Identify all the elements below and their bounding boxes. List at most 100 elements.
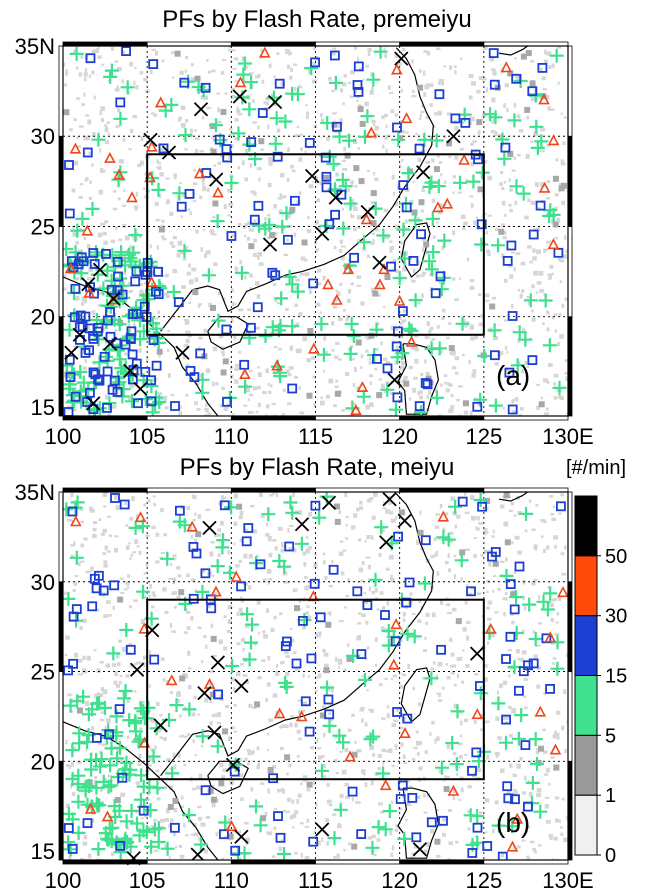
marker-blue-square [112, 386, 123, 397]
speckle [279, 612, 283, 616]
marker-gray-square [323, 174, 330, 181]
speckle [503, 278, 508, 283]
speckle [191, 578, 196, 582]
marker-green-plus [523, 293, 538, 308]
speckle [272, 765, 277, 769]
marker-gray-square [351, 751, 358, 758]
marker-gray-square [167, 804, 174, 810]
speckle [223, 297, 226, 302]
speckle [313, 47, 316, 51]
marker-blue-square [352, 80, 363, 90]
speckle [527, 198, 531, 203]
marker-blue-square [174, 505, 185, 516]
speckle [149, 719, 153, 723]
speckle [273, 75, 276, 78]
speckle [191, 787, 196, 791]
speckle [459, 720, 463, 726]
speckle [492, 589, 495, 593]
marker-green-plus [224, 500, 239, 515]
speckle [356, 215, 362, 220]
marker-blue-square [131, 266, 142, 277]
speckle [555, 818, 560, 823]
speckle [286, 772, 289, 776]
speckle [475, 216, 479, 220]
speckle [212, 216, 216, 219]
speckle [373, 854, 377, 857]
marker-black-cross [394, 51, 409, 66]
marker-green-plus [336, 735, 351, 750]
speckle [172, 76, 175, 79]
marker-blue-square [63, 823, 74, 833]
speckle [547, 363, 553, 367]
speckle [149, 244, 152, 249]
speckle [257, 402, 261, 408]
speckle [542, 322, 545, 326]
speckle [215, 832, 219, 837]
speckle [286, 238, 289, 242]
speckle [398, 726, 404, 730]
speckle [221, 386, 225, 390]
speckle [184, 148, 188, 151]
speckle [347, 578, 350, 582]
speckle [65, 71, 68, 76]
speckle [238, 607, 243, 612]
speckle [551, 858, 555, 861]
speckle [298, 157, 303, 162]
speckle [560, 552, 565, 556]
speckle [430, 829, 435, 834]
marker-blue-square [507, 311, 518, 321]
speckle [217, 533, 222, 537]
marker-red-triangle [322, 278, 334, 290]
speckle [87, 853, 92, 859]
marker-green-plus [279, 679, 294, 694]
speckle [273, 346, 278, 349]
speckle [418, 702, 422, 707]
speckle [285, 369, 290, 374]
speckle [533, 578, 538, 582]
marker-blue-square [477, 501, 488, 512]
speckle [138, 727, 143, 730]
speckle [220, 70, 225, 75]
marker-green-plus [542, 338, 557, 353]
marker-blue-square [88, 404, 99, 415]
speckle [99, 148, 102, 153]
speckle [504, 231, 507, 235]
speckle [491, 535, 495, 538]
speckle [501, 253, 505, 259]
speckle [529, 760, 532, 765]
marker-green-plus [390, 350, 405, 365]
speckle [294, 303, 299, 307]
speckle [99, 693, 104, 698]
speckle [491, 97, 496, 103]
marker-blue-square [149, 654, 160, 665]
x-tick-label: 105 [129, 424, 166, 449]
speckle [76, 698, 82, 701]
speckle [526, 115, 529, 120]
speckle [200, 822, 206, 827]
speckle [537, 844, 542, 847]
speckle [455, 772, 459, 776]
marker-blue-square [214, 134, 225, 145]
speckle [470, 142, 474, 146]
speckle [346, 315, 349, 320]
speckle [328, 712, 331, 715]
marker-green-plus [96, 774, 111, 789]
marker-gray-square [552, 221, 559, 228]
marker-green-plus [315, 763, 329, 778]
speckle [454, 125, 459, 131]
marker-green-plus [279, 206, 294, 221]
speckle [565, 376, 569, 381]
marker-blue-square [153, 289, 164, 300]
marker-green-plus [269, 111, 284, 126]
x-tick-label: 100 [45, 868, 82, 893]
speckle [558, 312, 562, 317]
speckle [438, 694, 441, 698]
speckle [471, 373, 476, 378]
speckle [358, 538, 362, 542]
speckle [385, 124, 388, 128]
marker-blue-square [219, 500, 230, 511]
speckle [128, 542, 131, 545]
speckle [541, 535, 544, 539]
